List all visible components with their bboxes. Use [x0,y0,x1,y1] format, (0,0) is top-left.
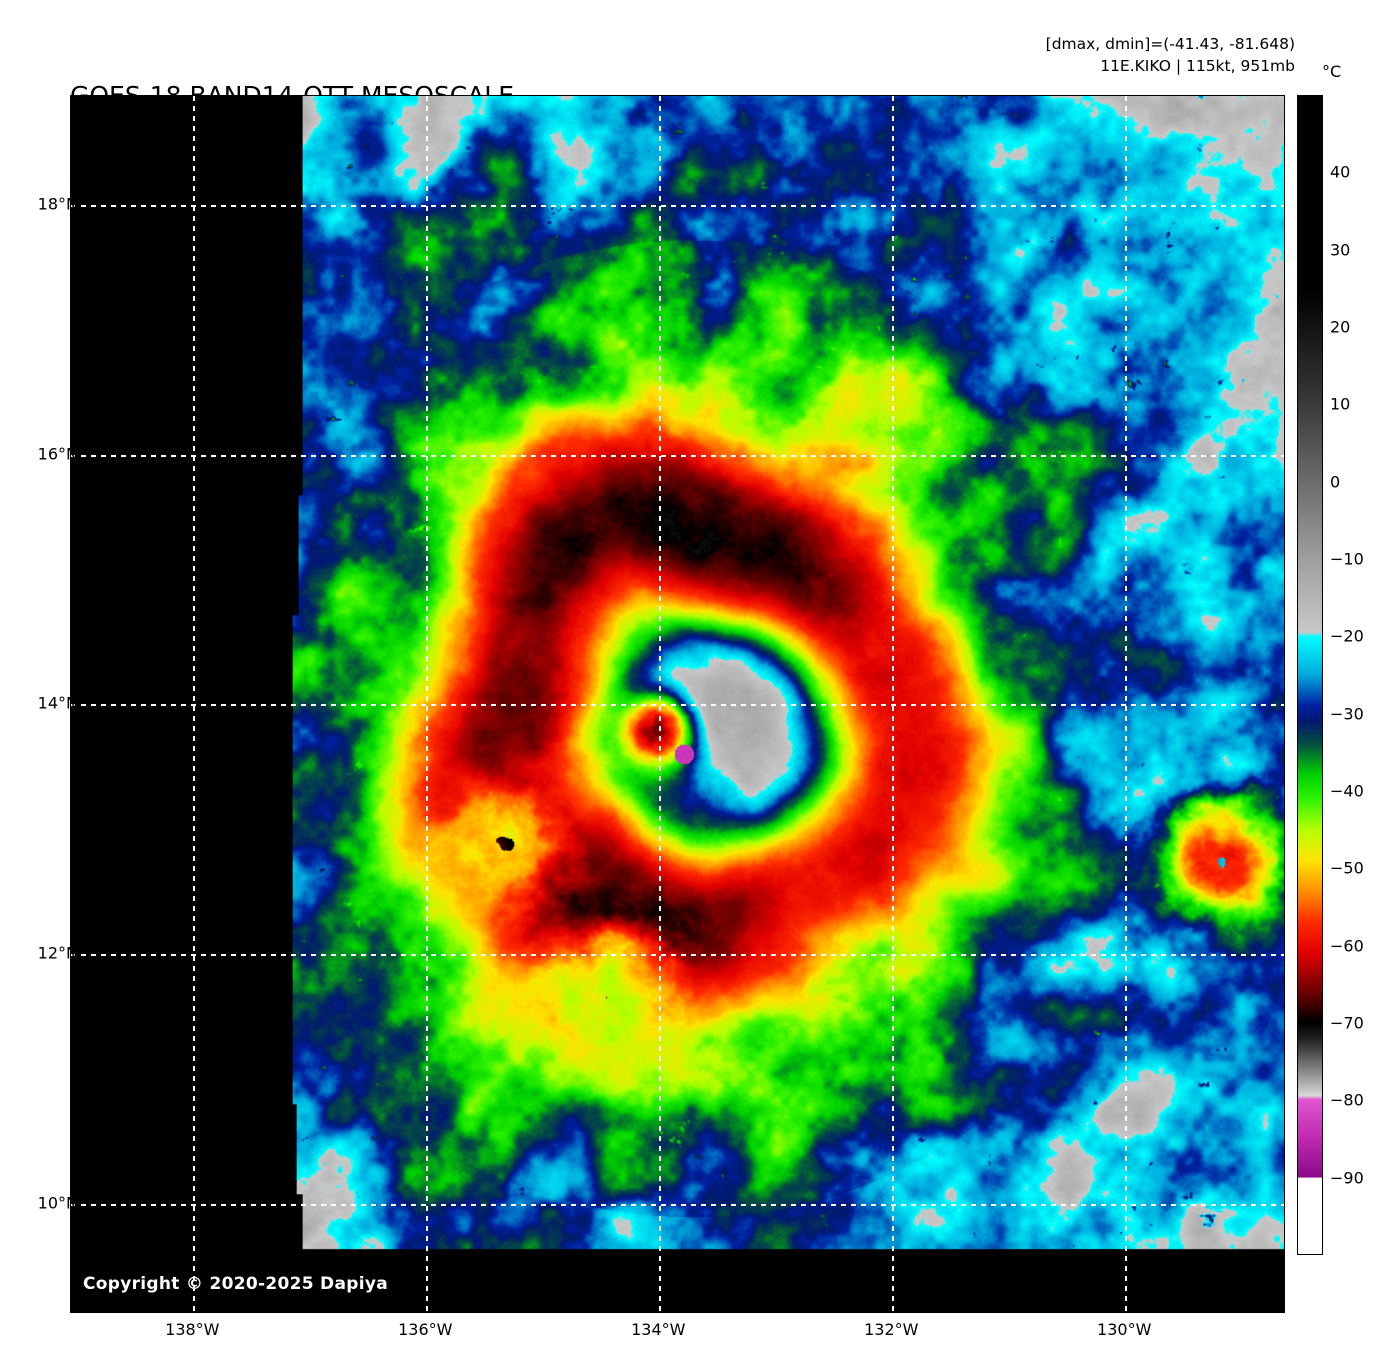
lat-tick-label: 12°N [37,943,78,963]
infrared-satellite-heatmap [71,96,1284,1312]
colorbar-unit-label: °C [1322,62,1342,81]
colorbar-tick-label: −80 [1330,1090,1364,1110]
lat-tick-label: 16°N [37,444,78,464]
dmax-dmin-label: [dmax, dmin]=(-41.43, -81.648) [1045,35,1295,53]
lon-tick-label: 138°W [165,1320,220,1339]
colorbar-tick-label: 40 [1330,162,1351,182]
colorbar-tick-label: −20 [1330,626,1364,646]
colorbar-tick-label: 0 [1330,472,1341,492]
colorbar-gradient [1298,96,1322,1254]
lon-tick-label: 132°W [864,1320,919,1339]
lon-tick-label: 130°W [1097,1320,1152,1339]
lon-tick-label: 134°W [631,1320,686,1339]
colorbar-tick-label: 10 [1330,394,1351,414]
colorbar-tick-label: −40 [1330,781,1364,801]
lat-tick-label: 18°N [37,194,78,214]
colorbar-tick-label: −50 [1330,858,1364,878]
colorbar-tick-label: 30 [1330,240,1351,260]
lat-tick-label: 14°N [37,693,78,713]
colorbar-tick-label: −30 [1330,704,1364,724]
colorbar-tick-label: −60 [1330,936,1364,956]
copyright-label: Copyright © 2020-2025 Dapiya [83,1274,388,1294]
colorbar-tick-label: −70 [1330,1013,1364,1033]
colorbar-tick-label: −90 [1330,1168,1364,1188]
temperature-colorbar [1297,95,1323,1255]
colorbar-tick-label: 20 [1330,317,1351,337]
colorbar-tick-label: −10 [1330,549,1364,569]
storm-info-label: 11E.KIKO | 115kt, 951mb [1100,57,1295,75]
metadata-block: [dmax, dmin]=(-41.43, -81.648) 11E.KIKO … [1046,33,1295,77]
lon-tick-label: 136°W [398,1320,453,1339]
satellite-image-plot: Copyright © 2020-2025 Dapiya [70,95,1285,1313]
lat-tick-label: 10°N [37,1193,78,1213]
